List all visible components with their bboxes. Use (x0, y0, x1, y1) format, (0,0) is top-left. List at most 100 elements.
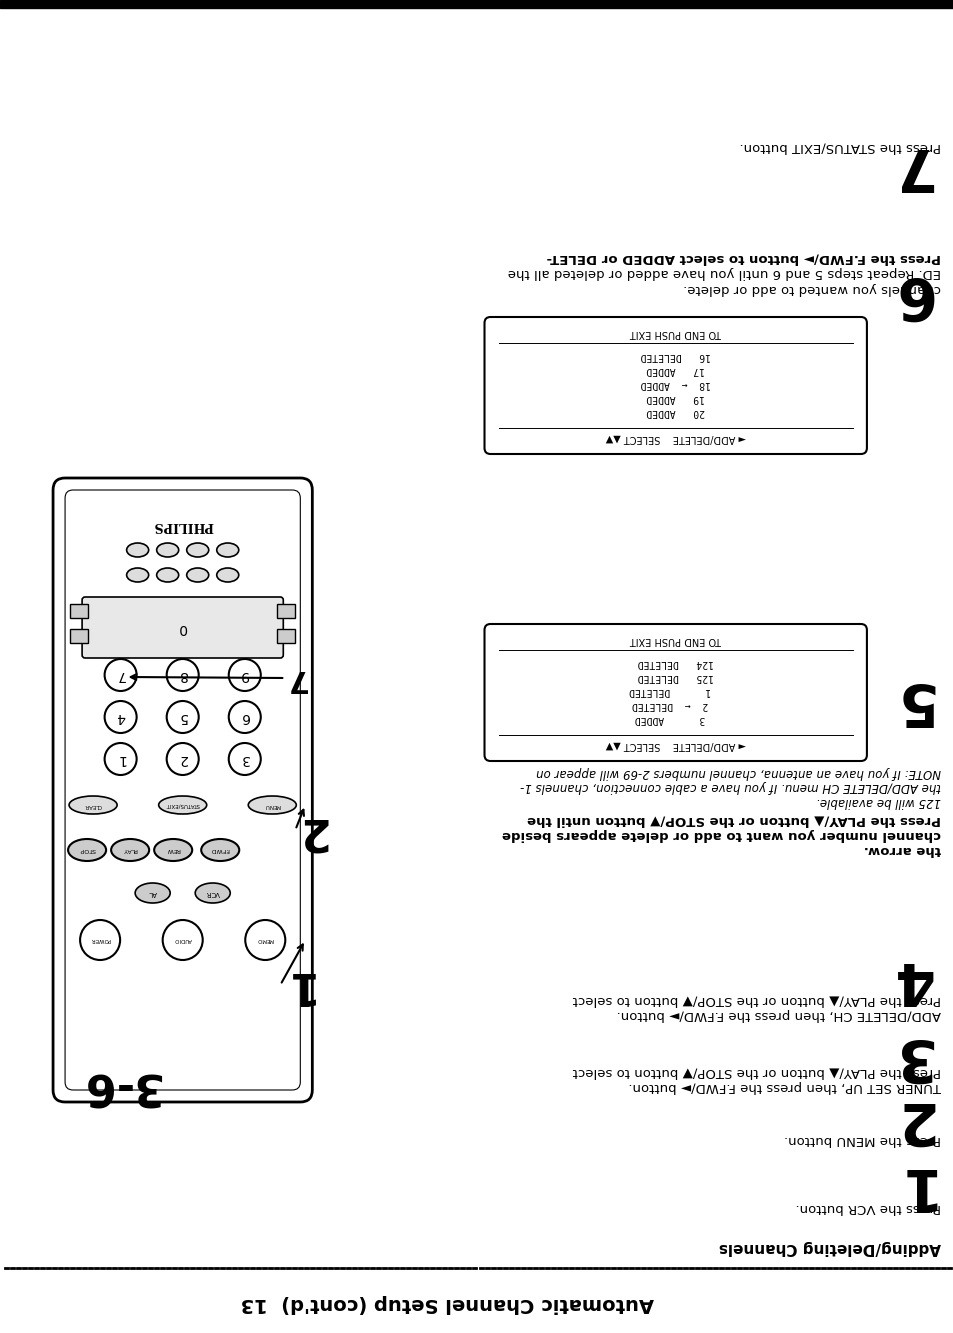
FancyBboxPatch shape (484, 624, 866, 761)
Circle shape (105, 701, 136, 733)
Text: 4: 4 (890, 949, 930, 1006)
Ellipse shape (248, 796, 296, 814)
Text: POWER: POWER (90, 937, 110, 942)
Text: Press the STATUS/EXIT button.: Press the STATUS/EXIT button. (739, 140, 940, 153)
Text: 18  ←  ADDED: 18 ← ADDED (639, 379, 710, 389)
Text: 7: 7 (116, 668, 125, 682)
Text: Press the VCR button.: Press the VCR button. (795, 1201, 940, 1213)
Bar (70, 629, 88, 643)
Text: 2  ←  DELETED: 2 ← DELETED (631, 700, 719, 710)
Ellipse shape (127, 568, 149, 583)
Text: 6: 6 (240, 710, 249, 724)
Text: VCR: VCR (206, 890, 219, 896)
Circle shape (105, 742, 136, 774)
Text: 3-6: 3-6 (80, 1064, 160, 1106)
Text: 9: 9 (240, 668, 249, 682)
Text: 5: 5 (890, 672, 930, 729)
Text: the arrow.: the arrow. (862, 844, 940, 857)
Text: ED. Repeat steps 5 and 6 until you have added or deleted all the: ED. Repeat steps 5 and 6 until you have … (507, 267, 940, 280)
Text: 5: 5 (178, 710, 187, 724)
Text: Press the PLAY/▲ button or the STOP/▼ button to select: Press the PLAY/▲ button or the STOP/▼ bu… (572, 1065, 940, 1078)
Text: 6: 6 (890, 264, 930, 321)
Circle shape (167, 701, 198, 733)
Text: 4: 4 (116, 710, 125, 724)
Circle shape (167, 659, 198, 690)
Text: PLAY: PLAY (123, 848, 137, 853)
Ellipse shape (156, 543, 178, 557)
Ellipse shape (216, 568, 238, 583)
Text: NOTE: If you have an antenna, channel numbers 2-69 will appear on: NOTE: If you have an antenna, channel nu… (536, 766, 940, 780)
Text: PHILIPS: PHILIPS (152, 519, 213, 532)
Text: Press the F.FWD/► button to select ADDED or DELET-: Press the F.FWD/► button to select ADDED… (546, 252, 940, 264)
Text: 1: 1 (116, 752, 125, 766)
Text: 2: 2 (294, 809, 326, 852)
Text: 3: 3 (890, 1026, 930, 1084)
Text: STOP: STOP (79, 848, 95, 853)
Text: 17   ADDED: 17 ADDED (645, 365, 704, 375)
Text: AL: AL (149, 890, 157, 896)
FancyBboxPatch shape (65, 491, 300, 1090)
Text: ◄ ADD/DELETE    SELECT ▲▼: ◄ ADD/DELETE SELECT ▲▼ (605, 740, 745, 750)
Text: MENU: MENU (264, 802, 280, 808)
Ellipse shape (187, 568, 209, 583)
Ellipse shape (68, 838, 106, 861)
Text: AUDIO: AUDIO (173, 937, 192, 942)
Circle shape (229, 659, 260, 690)
FancyBboxPatch shape (82, 597, 283, 659)
Text: TUNER SET UP, then press the F.FWD/► button.: TUNER SET UP, then press the F.FWD/► but… (628, 1081, 940, 1093)
Ellipse shape (156, 568, 178, 583)
Text: 3: 3 (240, 752, 249, 766)
Text: 19   ADDED: 19 ADDED (645, 393, 704, 403)
Text: TO END PUSH EXIT: TO END PUSH EXIT (629, 328, 721, 339)
Text: MEMO: MEMO (256, 937, 274, 942)
Text: 3      ADDED: 3 ADDED (634, 714, 716, 724)
Text: 125 will be available.: 125 will be available. (815, 794, 940, 808)
Ellipse shape (154, 838, 192, 861)
Ellipse shape (135, 882, 170, 902)
Text: TO END PUSH EXIT: TO END PUSH EXIT (629, 635, 721, 645)
Text: 2: 2 (178, 752, 187, 766)
Text: Adding/Deleting Channels: Adding/Deleting Channels (719, 1241, 940, 1256)
Text: Press the MENU button.: Press the MENU button. (783, 1133, 940, 1146)
Text: Automatic Channel Setup (cont'd)  13: Automatic Channel Setup (cont'd) 13 (240, 1293, 653, 1313)
Text: 16   DELETED: 16 DELETED (639, 351, 710, 361)
Bar (0, 0, 953, 8)
Circle shape (229, 742, 260, 774)
Text: CLEAR: CLEAR (84, 802, 102, 808)
Ellipse shape (158, 796, 207, 814)
Circle shape (245, 920, 285, 960)
Text: F.FWD: F.FWD (211, 848, 230, 853)
Text: 0: 0 (178, 620, 187, 635)
Ellipse shape (69, 796, 117, 814)
Text: 7: 7 (284, 664, 306, 693)
FancyBboxPatch shape (53, 479, 312, 1102)
Text: REW: REW (166, 848, 180, 853)
Circle shape (229, 701, 260, 733)
Text: 125   DELETED: 125 DELETED (637, 672, 713, 682)
Text: 1      DELETED: 1 DELETED (628, 686, 722, 696)
Bar (277, 629, 295, 643)
Text: STATUS/EXIT: STATUS/EXIT (165, 802, 200, 808)
Ellipse shape (187, 543, 209, 557)
Circle shape (80, 920, 120, 960)
Text: 7: 7 (890, 136, 930, 193)
Ellipse shape (201, 838, 239, 861)
Text: Press the PLAY/▲ button or the STOP/▼ button to select: Press the PLAY/▲ button or the STOP/▼ bu… (572, 993, 940, 1006)
Text: Press the PLAY/▲ button or the STOP/▼ button until the: Press the PLAY/▲ button or the STOP/▼ bu… (527, 813, 940, 826)
Text: 1: 1 (279, 964, 311, 1006)
Text: channels you wanted to add or delete.: channels you wanted to add or delete. (682, 281, 940, 295)
Circle shape (167, 742, 198, 774)
Text: ADD/DELETE CH, then press the F.FWD/► button.: ADD/DELETE CH, then press the F.FWD/► bu… (616, 1009, 940, 1021)
Ellipse shape (195, 882, 230, 902)
Text: ◄ ADD/DELETE    SELECT ▲▼: ◄ ADD/DELETE SELECT ▲▼ (605, 433, 745, 443)
Text: 1: 1 (890, 1157, 930, 1213)
Ellipse shape (127, 543, 149, 557)
Text: channel number you want to add or delete appears beside: channel number you want to add or delete… (501, 829, 940, 841)
Text: the ADD/DELETE CH menu. If you have a cable connection, channels 1-: the ADD/DELETE CH menu. If you have a ca… (519, 781, 940, 793)
Circle shape (163, 920, 202, 960)
Bar (277, 604, 295, 619)
Bar (70, 604, 88, 619)
Text: 20   ADDED: 20 ADDED (645, 407, 704, 417)
Ellipse shape (111, 838, 149, 861)
Circle shape (105, 659, 136, 690)
